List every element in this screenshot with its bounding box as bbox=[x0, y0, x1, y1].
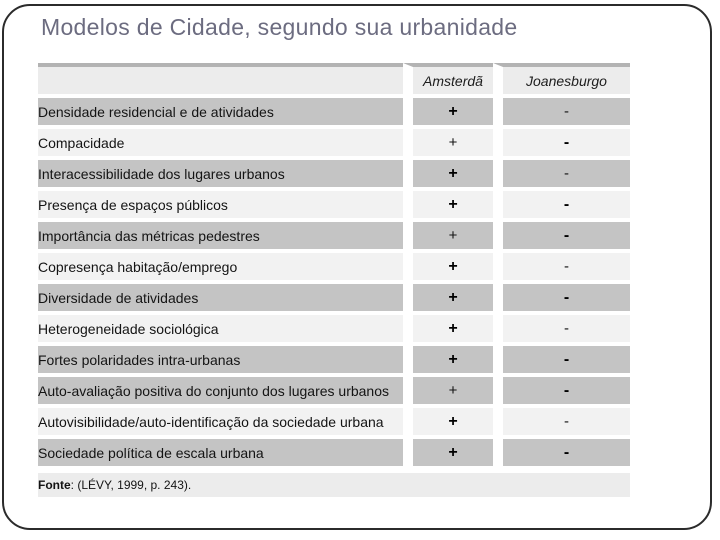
row-label: Importância das métricas pedestres bbox=[38, 222, 403, 253]
source-label: Fonte bbox=[38, 478, 71, 492]
table-row: Presença de espaços públicos + - bbox=[38, 191, 630, 222]
joanesburgo-value: - bbox=[493, 160, 630, 191]
joanesburgo-value: - bbox=[493, 284, 630, 315]
table-row: Heterogeneidade sociológica + - bbox=[38, 315, 630, 346]
amsterda-value: + bbox=[403, 439, 493, 470]
table-source-row: Fonte: (LÉVY, 1999, p. 243). bbox=[38, 470, 630, 501]
joanesburgo-value: - bbox=[493, 222, 630, 253]
amsterda-value: + bbox=[403, 129, 493, 160]
amsterda-value: + bbox=[403, 253, 493, 284]
joanesburgo-value: - bbox=[493, 191, 630, 222]
table-row: Diversidade de atividades + - bbox=[38, 284, 630, 315]
row-label: Diversidade de atividades bbox=[38, 284, 403, 315]
row-label: Presença de espaços públicos bbox=[38, 191, 403, 222]
amsterda-value: + bbox=[403, 408, 493, 439]
table-row: Interacessibilidade dos lugares urbanos … bbox=[38, 160, 630, 191]
amsterda-value: + bbox=[403, 315, 493, 346]
joanesburgo-value: - bbox=[493, 377, 630, 408]
table-row: Densidade residencial e de atividades + … bbox=[38, 98, 630, 129]
amsterda-value: + bbox=[403, 98, 493, 129]
row-label: Fortes polaridades intra-urbanas bbox=[38, 346, 403, 377]
joanesburgo-value: - bbox=[493, 439, 630, 470]
amsterda-value: + bbox=[403, 222, 493, 253]
row-label: Copresença habitação/emprego bbox=[38, 253, 403, 284]
amsterda-value: + bbox=[403, 191, 493, 222]
header-joanesburgo: Joanesburgo bbox=[493, 63, 630, 98]
table-row: Autovisibilidade/auto-identificação da s… bbox=[38, 408, 630, 439]
joanesburgo-value: - bbox=[493, 346, 630, 377]
table-row: Sociedade política de escala urbana + - bbox=[38, 439, 630, 470]
joanesburgo-value: - bbox=[493, 129, 630, 160]
table-header-row: Amsterdã Joanesburgo bbox=[38, 63, 630, 98]
table-row: Compacidade + - bbox=[38, 129, 630, 160]
joanesburgo-value: - bbox=[493, 98, 630, 129]
joanesburgo-value: - bbox=[493, 408, 630, 439]
header-amsterda: Amsterdã bbox=[403, 63, 493, 98]
row-label: Sociedade política de escala urbana bbox=[38, 439, 403, 470]
comparison-table-container: Amsterdã Joanesburgo Densidade residenci… bbox=[38, 63, 630, 501]
joanesburgo-value: - bbox=[493, 315, 630, 346]
slide-title: Modelos de Cidade, segundo sua urbanidad… bbox=[41, 14, 518, 40]
table-row: Importância das métricas pedestres + - bbox=[38, 222, 630, 253]
amsterda-value: + bbox=[403, 160, 493, 191]
amsterda-value: + bbox=[403, 284, 493, 315]
row-label: Interacessibilidade dos lugares urbanos bbox=[38, 160, 403, 191]
row-label: Compacidade bbox=[38, 129, 403, 160]
row-label: Auto-avaliação positiva do conjunto dos … bbox=[38, 377, 403, 408]
header-empty-cell bbox=[38, 63, 403, 98]
table-row: Fortes polaridades intra-urbanas + - bbox=[38, 346, 630, 377]
row-label: Densidade residencial e de atividades bbox=[38, 98, 403, 129]
table-row: Auto-avaliação positiva do conjunto dos … bbox=[38, 377, 630, 408]
source-citation: : (LÉVY, 1999, p. 243). bbox=[70, 478, 192, 492]
comparison-table: Amsterdã Joanesburgo Densidade residenci… bbox=[38, 63, 630, 501]
amsterda-value: + bbox=[403, 346, 493, 377]
table-row: Copresença habitação/emprego + - bbox=[38, 253, 630, 284]
joanesburgo-value: - bbox=[493, 253, 630, 284]
row-label: Autovisibilidade/auto-identificação da s… bbox=[38, 408, 403, 439]
row-label: Heterogeneidade sociológica bbox=[38, 315, 403, 346]
source-cell: Fonte: (LÉVY, 1999, p. 243). bbox=[38, 470, 630, 501]
amsterda-value: + bbox=[403, 377, 493, 408]
